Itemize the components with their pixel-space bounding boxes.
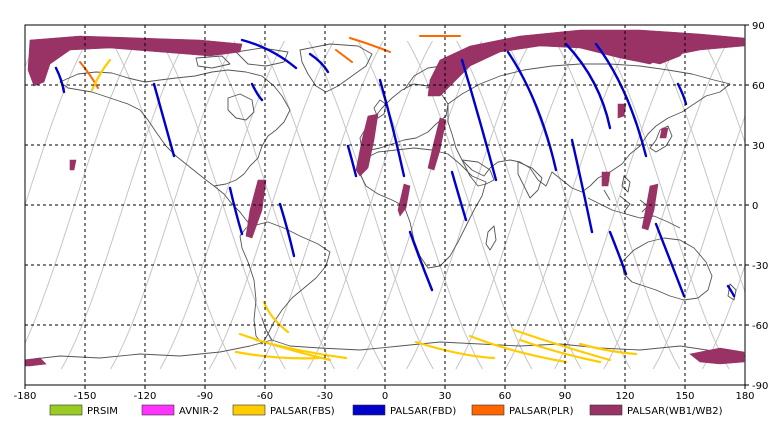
y-tick-label: 60 [752, 81, 765, 92]
y-tick-label: -90 [752, 381, 768, 392]
x-axis: -180 -150 -120 -90 -60 -30 0 30 60 90 120 150 180 [14, 385, 755, 402]
legend-label: PALSAR(PLR) [509, 406, 574, 417]
y-tick-label: 0 [752, 201, 758, 212]
x-tick-label: 30 [439, 391, 452, 402]
x-tick-label: -30 [317, 391, 333, 402]
legend-label: PALSAR(FBS) [270, 406, 335, 417]
y-tick-label: -60 [752, 321, 768, 332]
y-tick-label: -30 [752, 261, 768, 272]
x-tick-label: 60 [499, 391, 512, 402]
x-tick-label: -150 [74, 391, 97, 402]
x-tick-label: 90 [559, 391, 572, 402]
x-tick-label: -120 [134, 391, 157, 402]
legend-label: PALSAR(WB1/WB2) [627, 406, 723, 417]
x-tick-label: 150 [675, 391, 694, 402]
legend-label: PALSAR(FBD) [390, 406, 456, 417]
legend: PRSIM AVNIR-2 PALSAR(FBS) PALSAR(FBD) PALSAR… [50, 405, 723, 417]
x-tick-label: 180 [735, 391, 754, 402]
x-tick-label: -90 [197, 391, 213, 402]
legend-swatch [353, 405, 385, 415]
x-tick-label: 120 [615, 391, 634, 402]
legend-swatch [233, 405, 265, 415]
y-axis: 90 60 30 0 -30 -60 -90 [745, 21, 768, 392]
x-tick-label: -180 [14, 391, 37, 402]
y-tick-label: 30 [752, 141, 765, 152]
x-tick-label: -60 [257, 391, 273, 402]
legend-swatch [590, 405, 622, 415]
y-tick-label: 90 [752, 21, 765, 32]
legend-swatch [142, 405, 174, 415]
legend-swatch [472, 405, 504, 415]
legend-swatch [50, 405, 82, 415]
x-tick-label: 0 [382, 391, 388, 402]
legend-label: AVNIR-2 [179, 406, 219, 417]
legend-label: PRSIM [87, 406, 118, 417]
